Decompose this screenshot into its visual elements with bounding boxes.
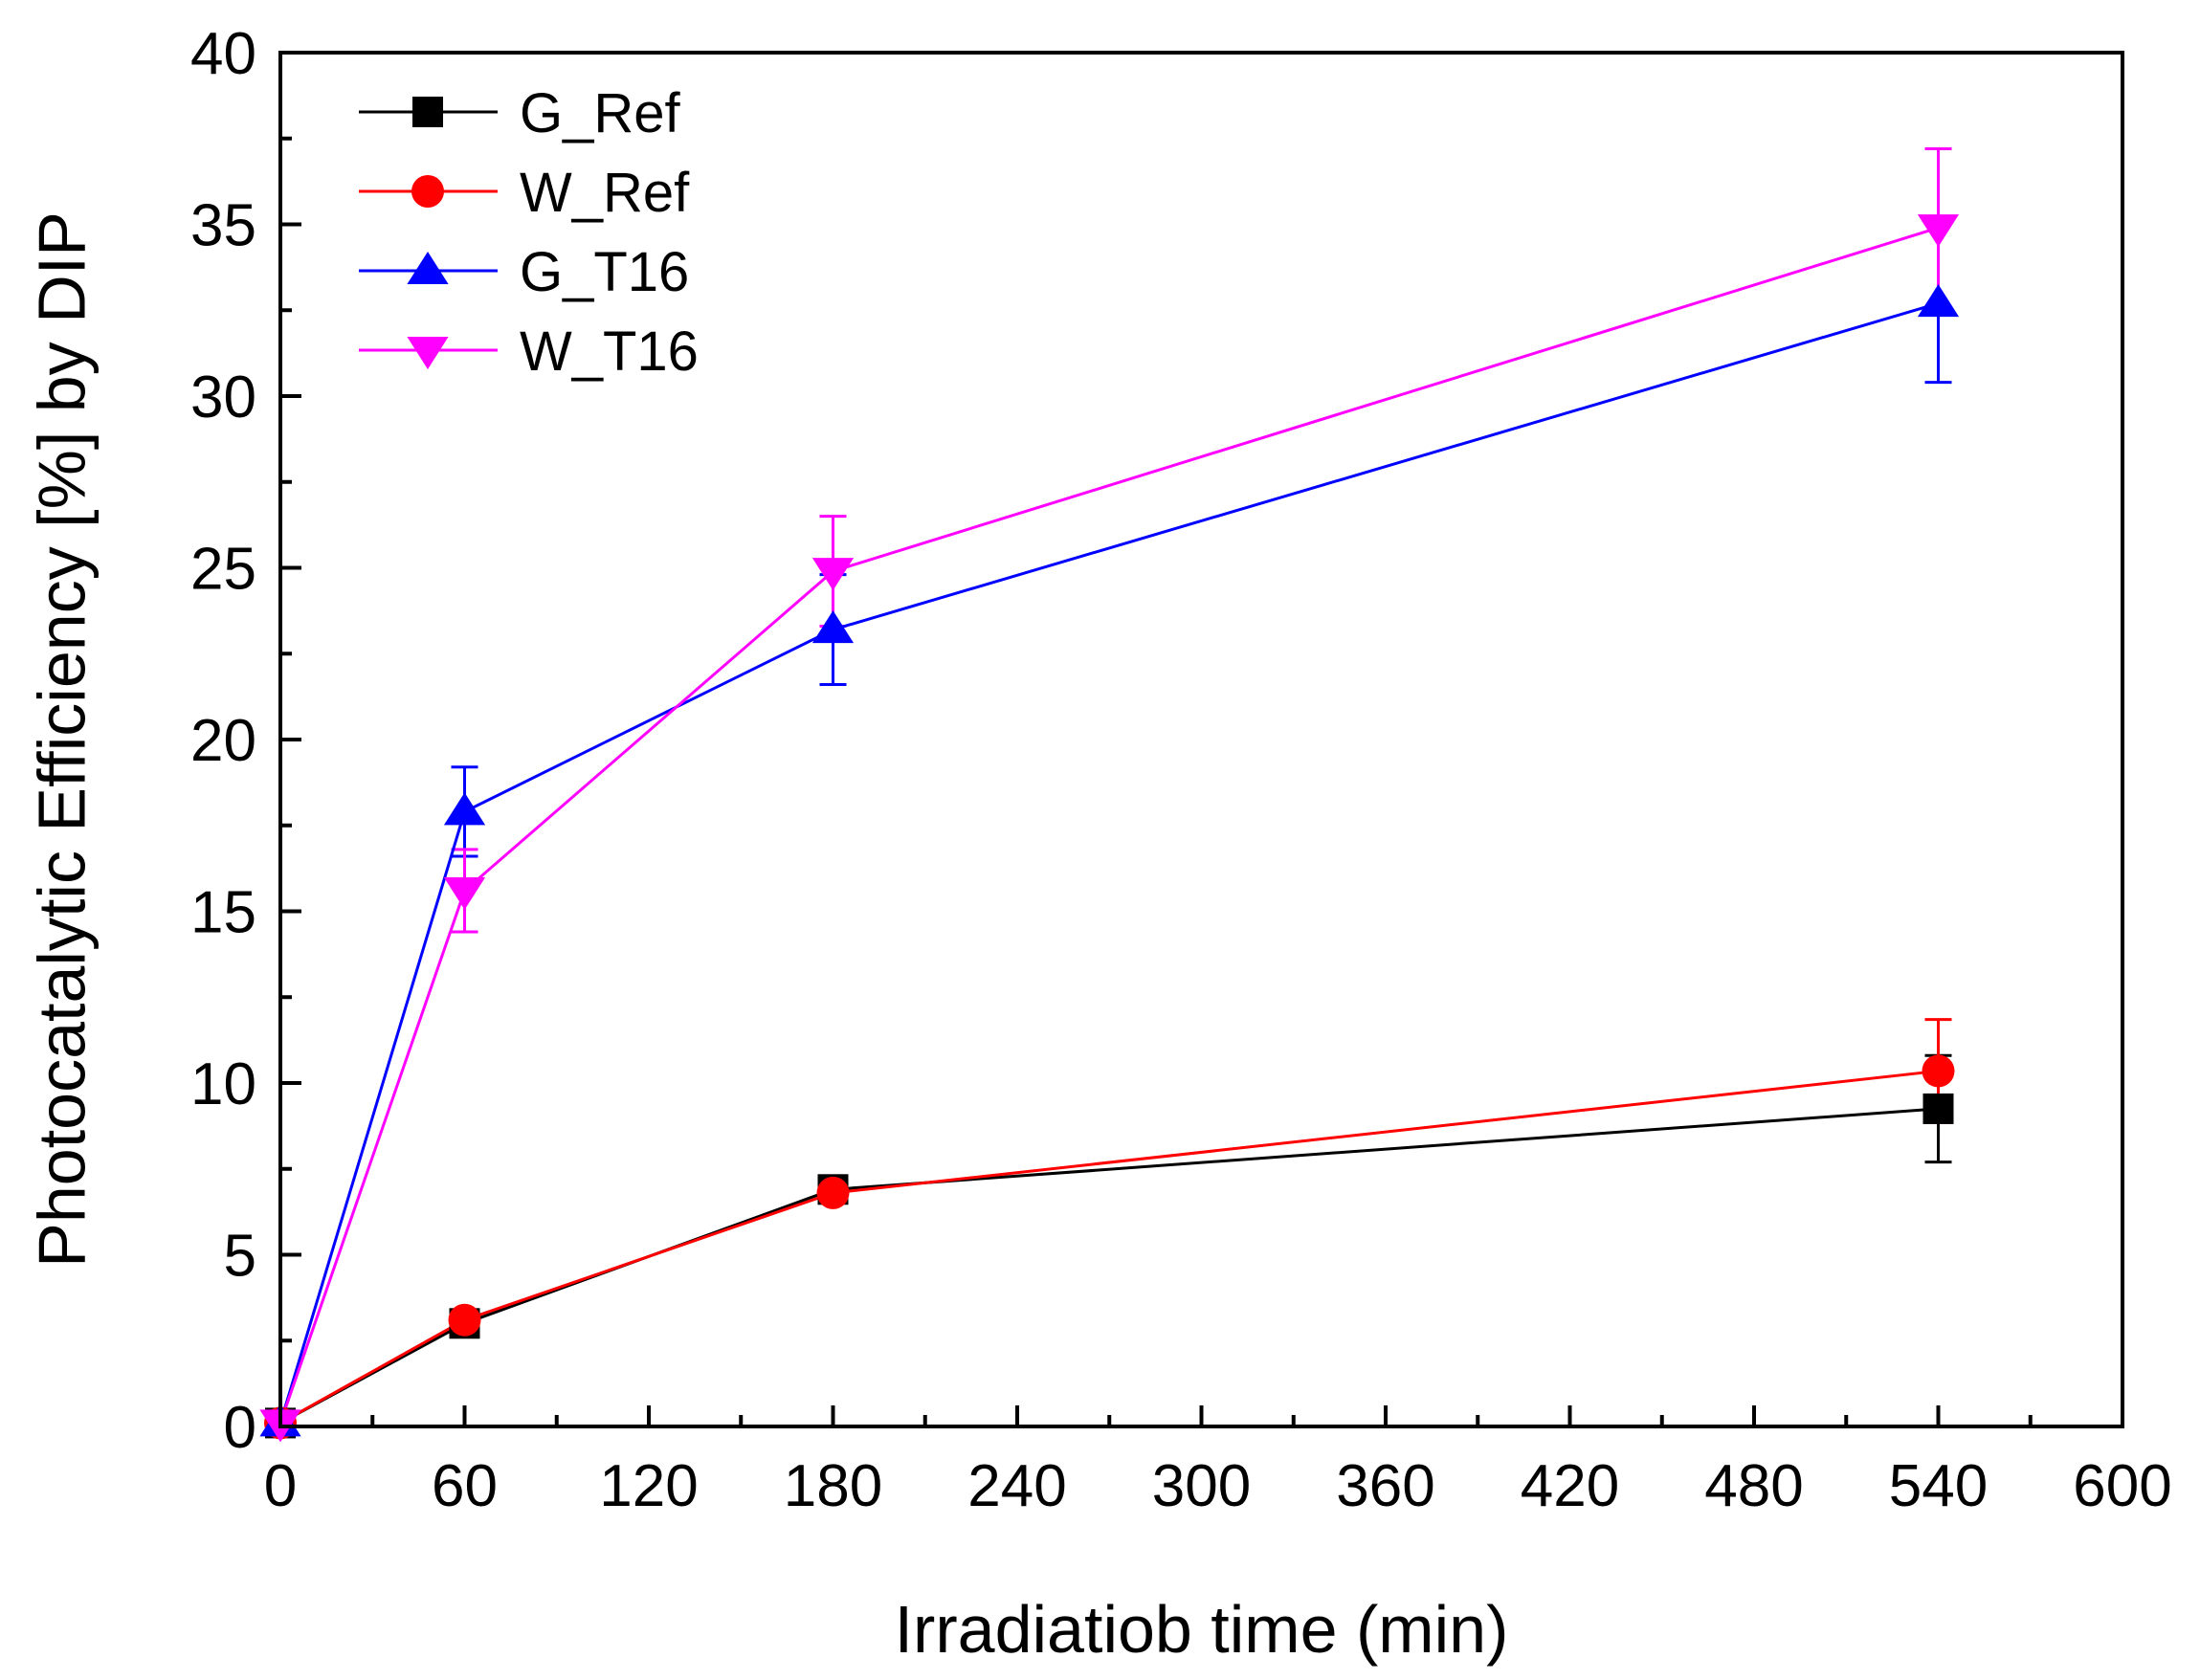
g-t16-point-180: [811, 610, 855, 644]
x-tick-label-420: 420: [1521, 1453, 1619, 1519]
w-ref-point-60: [448, 1303, 481, 1337]
x-tick-label-540: 540: [1889, 1453, 1988, 1519]
legend-label-g-t16: G_T16: [520, 241, 689, 303]
series-markers: [259, 214, 1960, 1443]
x-tick-label-60: 60: [432, 1453, 498, 1519]
w-t16-point-540: [1917, 214, 1960, 248]
x-axis-title: Irradiatiob time (min): [895, 1592, 1509, 1667]
y-tick-label-15: 15: [190, 880, 256, 946]
y-tick-label-40: 40: [190, 21, 256, 87]
y-tick-label-0: 0: [224, 1395, 256, 1461]
y-tick-labels: 0 5 10 15 20 25 30 35 40: [190, 21, 256, 1461]
g-ref-line: [279, 1107, 1939, 1425]
x-tick-label-120: 120: [599, 1453, 698, 1519]
x-tick-label-0: 0: [264, 1453, 297, 1519]
w-t16-line: [278, 226, 1939, 1424]
y-tick-label-20: 20: [190, 708, 256, 774]
y-tick-label-5: 5: [224, 1224, 256, 1290]
g-t16-line: [278, 301, 1939, 1424]
legend-label-w-t16: W_T16: [520, 321, 699, 383]
legend-marker-g-t16: [407, 252, 449, 284]
x-tick-label-480: 480: [1704, 1453, 1803, 1519]
w-ref-point-540: [1922, 1054, 1955, 1088]
y-axis-title: Photocatalytic Efficiency [%] by DIP: [24, 211, 99, 1268]
legend-label-w-ref: W_Ref: [520, 162, 690, 224]
axis-ticks: [278, 51, 2124, 1428]
legend-marker-w-ref: [411, 175, 444, 208]
w-t16-point-60: [443, 876, 486, 910]
x-tick-label-180: 180: [784, 1453, 882, 1519]
w-t16-point-180: [811, 558, 855, 591]
g-ref-point-540: [1922, 1093, 1954, 1124]
series-lines: [278, 226, 1939, 1425]
y-tick-label-10: 10: [190, 1051, 256, 1117]
legend-marker-w-t16: [407, 337, 449, 369]
g-t16-point-60: [443, 792, 486, 826]
w-ref-line: [279, 1069, 1939, 1425]
x-tick-label-360: 360: [1336, 1453, 1434, 1519]
x-tick-label-600: 600: [2073, 1453, 2171, 1519]
x-tick-label-300: 300: [1152, 1453, 1251, 1519]
legend-label-g-ref: G_Ref: [520, 82, 681, 144]
x-tick-label-240: 240: [967, 1453, 1066, 1519]
legend: G_Ref W_Ref G_T16 W_T16: [359, 82, 699, 383]
w-ref-point-180: [816, 1176, 850, 1209]
y-tick-label-35: 35: [190, 193, 256, 259]
y-tick-label-30: 30: [190, 365, 256, 431]
legend-marker-g-ref: [412, 97, 443, 127]
g-t16-point-540: [1917, 284, 1960, 318]
y-tick-label-25: 25: [190, 537, 256, 603]
x-tick-labels: 0 60 120 180 240 300 360 420 480 540 600: [264, 1453, 2172, 1519]
